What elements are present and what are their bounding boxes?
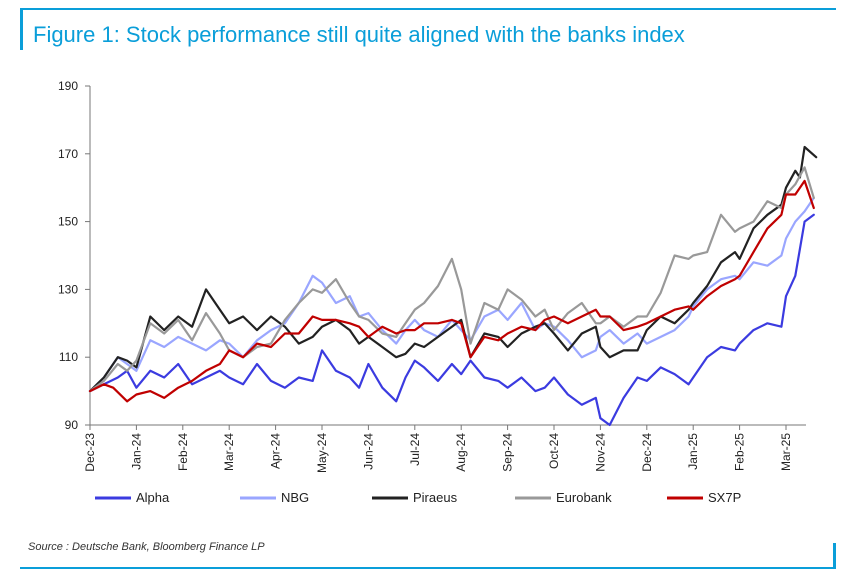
legend-label: Piraeus xyxy=(413,490,458,505)
series-line-nbg xyxy=(88,196,815,393)
y-tick-label: 190 xyxy=(58,79,78,93)
title-accent-bar xyxy=(20,10,23,50)
x-tick-label: Jul-24 xyxy=(408,433,422,466)
x-tick-label: Mar-25 xyxy=(779,433,793,471)
chart-legend: Alpha NBG Piraeus Eurobank SX7P xyxy=(95,490,741,505)
x-tick-label: Jan-25 xyxy=(686,433,700,470)
legend-item-eurobank: Eurobank xyxy=(515,490,612,505)
y-tick-label: 110 xyxy=(59,350,78,364)
x-tick-label: Dec-23 xyxy=(83,433,97,472)
series-line-piraeus xyxy=(88,145,818,393)
y-tick-label: 150 xyxy=(58,215,78,229)
x-tick-label: Jan-24 xyxy=(129,433,143,470)
legend-item-nbg: NBG xyxy=(240,490,309,505)
chart-axes: 90 110 130 150 170 190 Dec-23 Jan-24 Feb-24 Mar-2… xyxy=(58,79,806,473)
source-note: Source : Deutsche Bank, Bloomberg Financ… xyxy=(28,541,265,553)
legend-label: NBG xyxy=(281,490,309,505)
x-tick-label: Feb-24 xyxy=(176,433,190,471)
bottom-rule xyxy=(20,567,836,569)
chart-series xyxy=(88,145,818,427)
y-tick-label: 130 xyxy=(58,282,78,296)
x-tick-label: Dec-24 xyxy=(640,433,654,472)
top-rule xyxy=(20,8,836,10)
x-tick-label: Nov-24 xyxy=(593,433,607,472)
x-tick-label: Feb-25 xyxy=(733,433,747,471)
y-tick-label: 90 xyxy=(65,418,79,432)
chart-title: Figure 1: Stock performance still quite … xyxy=(33,22,685,47)
x-tick-label: Mar-24 xyxy=(222,433,236,471)
y-tick-label: 170 xyxy=(58,147,78,161)
legend-item-piraeus: Piraeus xyxy=(372,490,458,505)
x-tick-label: Apr-24 xyxy=(269,433,283,469)
x-tick-label: Aug-24 xyxy=(454,433,468,472)
x-tick-label: May-24 xyxy=(315,433,329,473)
bottom-accent-bar xyxy=(833,543,836,567)
legend-label: Alpha xyxy=(136,490,170,505)
series-line-alpha xyxy=(88,213,815,427)
series-line-eurobank xyxy=(88,166,815,393)
x-tick-label: Oct-24 xyxy=(547,433,561,469)
legend-item-sx7p: SX7P xyxy=(667,490,741,505)
legend-label: SX7P xyxy=(708,490,741,505)
series-line-sx7p xyxy=(88,179,815,403)
x-tick-label: Jun-24 xyxy=(361,433,375,470)
legend-item-alpha: Alpha xyxy=(95,490,170,505)
legend-label: Eurobank xyxy=(556,490,612,505)
x-tick-label: Sep-24 xyxy=(501,433,515,472)
